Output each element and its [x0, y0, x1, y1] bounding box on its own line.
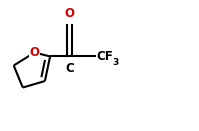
- Text: O: O: [65, 7, 75, 20]
- Text: CF: CF: [96, 50, 113, 63]
- Text: 3: 3: [112, 58, 119, 67]
- Text: C: C: [65, 62, 74, 75]
- Text: O: O: [29, 46, 39, 59]
